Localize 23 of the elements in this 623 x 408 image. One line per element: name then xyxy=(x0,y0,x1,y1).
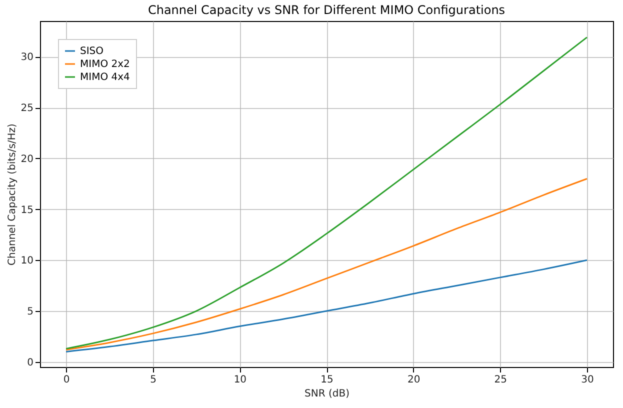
x-axis-title: SNR (dB) xyxy=(304,388,350,400)
line-series xyxy=(65,178,588,350)
y-tick-label: 10 xyxy=(20,256,34,267)
line-series xyxy=(65,36,588,350)
y-axis-title: Channel Capacity (bits/s/Hz) xyxy=(6,123,18,266)
x-tick-label: 30 xyxy=(581,374,594,386)
y-tick-label: 5 xyxy=(27,306,34,318)
chart-title: Channel Capacity vs SNR for Different MIMO Configurations xyxy=(148,3,506,17)
x-tick-label: 5 xyxy=(150,374,157,386)
y-tick-label: 30 xyxy=(20,52,34,64)
y-tick-label: 0 xyxy=(27,357,34,368)
x-tick-label: 15 xyxy=(320,374,334,386)
legend-label: MIMO 4x4 xyxy=(80,72,130,83)
x-tick-label: 25 xyxy=(494,374,508,386)
line-series xyxy=(65,259,588,352)
y-tick-label: 15 xyxy=(20,204,34,216)
x-tick-label: 0 xyxy=(63,374,70,386)
legend-label: SISO xyxy=(80,46,104,57)
x-tick-label: 20 xyxy=(407,374,420,386)
legend-label: MIMO 2x2 xyxy=(80,59,130,70)
y-tick-label: 25 xyxy=(20,103,34,114)
x-tick-label: 10 xyxy=(234,374,247,386)
y-tick-label: 20 xyxy=(20,154,34,165)
